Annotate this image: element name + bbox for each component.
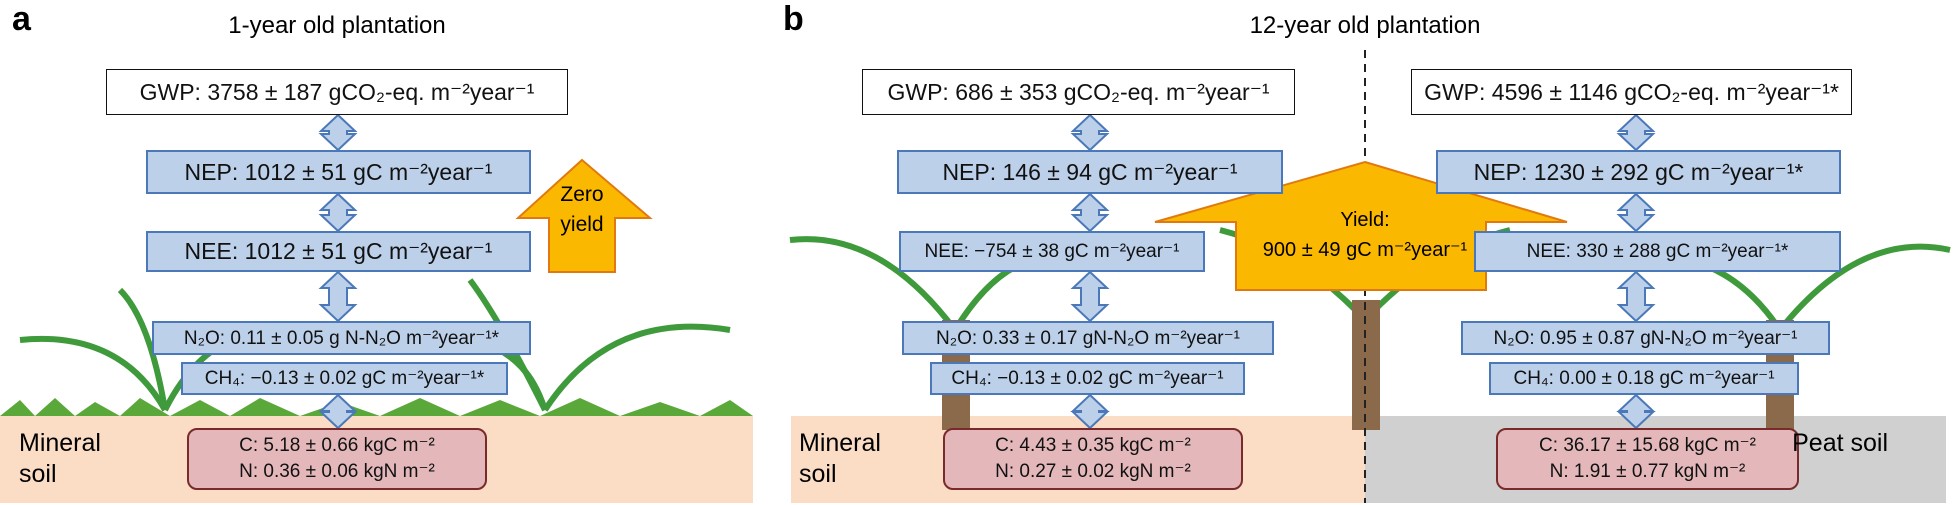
arrow-text: Zero bbox=[560, 183, 604, 206]
nee-box: NEE: −754 ± 38 gC m⁻²year⁻¹ bbox=[899, 231, 1205, 272]
soil-label: Mineral soil bbox=[19, 429, 101, 488]
arrow-text: yield bbox=[560, 213, 604, 236]
nep-box: NEP: 146 ± 94 gC m⁻²year⁻¹ bbox=[897, 150, 1283, 194]
arrow-text: Yield: bbox=[1340, 209, 1390, 231]
soil-stock-box: C: 4.43 ± 0.35 kgC m⁻² N: 0.27 ± 0.02 kgN… bbox=[943, 428, 1243, 490]
n2o-box: N₂O: 0.95 ± 0.87 gN-N₂O m⁻²year⁻¹ bbox=[1461, 321, 1830, 355]
soil-stock: C: 36.17 ± 15.68 kgC m⁻² bbox=[1539, 435, 1756, 456]
soil-stock: C: 4.43 ± 0.35 kgC m⁻² bbox=[995, 435, 1191, 456]
gwp-box: GWP: 686 ± 353 gCO₂-eq. m⁻²year⁻¹ bbox=[862, 69, 1295, 115]
ch4-box: CH₄: −0.13 ± 0.02 gC m⁻²year⁻¹* bbox=[181, 362, 508, 395]
flux-arrow bbox=[1070, 192, 1110, 233]
flux-arrow bbox=[1070, 113, 1110, 152]
flux-arrow bbox=[1616, 192, 1656, 233]
nep-box: NEP: 1012 ± 51 gC m⁻²year⁻¹ bbox=[146, 150, 531, 194]
flux-arrow bbox=[318, 270, 358, 323]
yield-arrow bbox=[1154, 160, 1568, 291]
soil-stock: N: 0.27 ± 0.02 kgN m⁻² bbox=[995, 461, 1191, 482]
nee-box: NEE: 1012 ± 51 gC m⁻²year⁻¹ bbox=[146, 231, 531, 272]
ch4-box: CH₄: 0.00 ± 0.18 gC m⁻²year⁻¹ bbox=[1489, 362, 1799, 395]
soil-label: Mineral soil bbox=[799, 429, 881, 488]
flux-arrow bbox=[1070, 270, 1110, 323]
flux-arrow bbox=[318, 192, 358, 233]
zero-yield-arrow bbox=[515, 158, 653, 273]
n2o-box: N₂O: 0.33 ± 0.17 gN-N₂O m⁻²year⁻¹ bbox=[902, 321, 1274, 355]
flux-arrow bbox=[1616, 270, 1656, 323]
soil-stock: N: 0.36 ± 0.06 kgN m⁻² bbox=[239, 461, 435, 482]
arrow-text: 900 ± 49 gC m⁻²year⁻¹ bbox=[1262, 239, 1468, 261]
panel-label: a bbox=[12, 0, 31, 38]
soil-stock: C: 5.18 ± 0.66 kgC m⁻² bbox=[239, 435, 435, 456]
flux-arrow bbox=[1616, 113, 1656, 152]
soil-stock: N: 1.91 ± 0.77 kgN m⁻² bbox=[1549, 461, 1746, 482]
n2o-box: N₂O: 0.11 ± 0.05 g N-N₂O m⁻²year⁻¹* bbox=[152, 321, 531, 355]
grass bbox=[0, 398, 753, 416]
gwp-box: GWP: 3758 ± 187 gCO₂-eq. m⁻²year⁻¹ bbox=[106, 69, 568, 115]
panel-title: 1-year old plantation bbox=[228, 12, 446, 39]
nee-box: NEE: 330 ± 288 gC m⁻²year⁻¹* bbox=[1474, 231, 1841, 272]
flux-arrow bbox=[318, 113, 358, 152]
soil-label: Peat soil bbox=[1792, 429, 1888, 457]
gwp-box: GWP: 4596 ± 1146 gCO₂-eq. m⁻²year⁻¹* bbox=[1411, 69, 1852, 115]
panel-label: b bbox=[783, 0, 804, 38]
panel-title: 12-year old plantation bbox=[1249, 12, 1481, 39]
nep-box: NEP: 1230 ± 292 gC m⁻²year⁻¹* bbox=[1436, 150, 1841, 194]
ch4-box: CH₄: −0.13 ± 0.02 gC m⁻²year⁻¹ bbox=[930, 362, 1245, 395]
soil-stock-box: C: 5.18 ± 0.66 kgC m⁻² N: 0.36 ± 0.06 kgN… bbox=[187, 428, 487, 490]
soil-stock-box: C: 36.17 ± 15.68 kgC m⁻² N: 1.91 ± 0.77 k… bbox=[1496, 428, 1799, 490]
